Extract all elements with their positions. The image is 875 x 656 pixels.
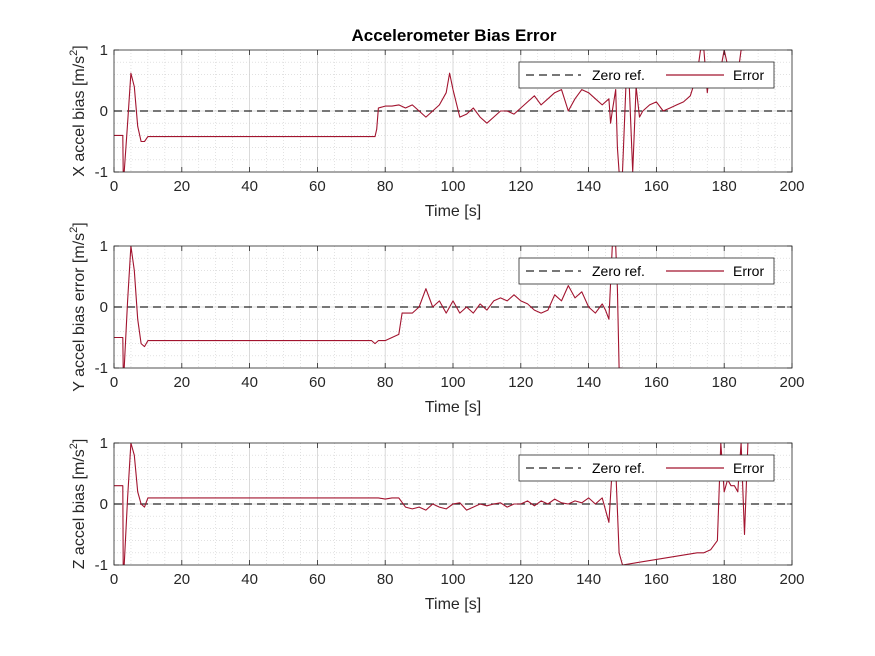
x-tick-label: 0	[110, 571, 118, 588]
x-tick-label: 180	[712, 571, 737, 588]
x-tick-label: 120	[508, 571, 533, 588]
x-tick-label: 200	[779, 178, 804, 195]
x-tick-label: 100	[440, 374, 465, 391]
y-tick-label: -1	[95, 360, 108, 377]
series-group	[114, 443, 792, 565]
x-tick-label: 80	[377, 374, 394, 391]
y-tick-label: 0	[100, 299, 108, 316]
x-tick-label: 20	[173, 178, 190, 195]
legend-label-error: Error	[733, 263, 764, 279]
x-tick-label: 60	[309, 571, 326, 588]
x-tick-label: 200	[779, 374, 804, 391]
y-tick-label: 0	[100, 103, 108, 120]
y-axis-label: Y accel bias error [m/s2]	[68, 222, 88, 391]
legend-label-zero-ref: Zero ref.	[592, 263, 645, 279]
legend-box	[518, 454, 775, 482]
legend: Zero ref. Error	[518, 257, 775, 285]
x-axis-label: Time [s]	[425, 399, 481, 416]
x-tick-label: 160	[644, 374, 669, 391]
series-group	[114, 246, 792, 368]
x-tick-label: 160	[644, 178, 669, 195]
x-tick-label: 140	[576, 571, 601, 588]
x-tick-label: 100	[440, 571, 465, 588]
legend-label-zero-ref: Zero ref.	[592, 67, 645, 83]
legend-box	[518, 257, 775, 285]
x-tick-label: 180	[712, 374, 737, 391]
x-axis-label: Time [s]	[425, 596, 481, 613]
x-tick-label: 180	[712, 178, 737, 195]
x-tick-label: 160	[644, 571, 669, 588]
x-tick-label: 60	[309, 374, 326, 391]
y-axis-label: X accel bias [m/s2]	[68, 45, 88, 177]
x-tick-label: 200	[779, 571, 804, 588]
x-tick-label: 40	[241, 571, 258, 588]
y-axis-label: Z accel bias [m/s2]	[68, 439, 88, 570]
x-tick-label: 140	[576, 374, 601, 391]
x-axis-label: Time [s]	[425, 203, 481, 220]
y-tick-label: 0	[100, 496, 108, 513]
error-series-line	[114, 50, 745, 172]
y-tick-label: -1	[95, 164, 108, 181]
x-tick-label: 120	[508, 374, 533, 391]
x-tick-label: 140	[576, 178, 601, 195]
x-tick-label: 60	[309, 178, 326, 195]
error-series-line	[114, 246, 623, 368]
x-tick-label: 80	[377, 571, 394, 588]
legend-label-error: Error	[733, 460, 764, 476]
x-tick-label: 120	[508, 178, 533, 195]
legend: Zero ref. Error	[518, 454, 775, 482]
x-tick-label: 0	[110, 374, 118, 391]
legend-label-zero-ref: Zero ref.	[592, 460, 645, 476]
y-tick-label: 1	[100, 435, 108, 452]
x-tick-label: 100	[440, 178, 465, 195]
x-tick-label: 80	[377, 178, 394, 195]
series-group	[114, 50, 792, 172]
legend-label-error: Error	[733, 67, 764, 83]
x-tick-label: 0	[110, 178, 118, 195]
x-tick-label: 20	[173, 374, 190, 391]
x-tick-label: 40	[241, 374, 258, 391]
legend-box	[518, 61, 775, 89]
chart-title: Accelerometer Bias Error	[351, 26, 556, 45]
x-tick-label: 20	[173, 571, 190, 588]
y-tick-label: 1	[100, 42, 108, 59]
error-series-line	[114, 443, 749, 565]
y-tick-label: -1	[95, 557, 108, 574]
x-tick-label: 40	[241, 178, 258, 195]
y-tick-label: 1	[100, 238, 108, 255]
legend: Zero ref. Error	[518, 61, 775, 89]
